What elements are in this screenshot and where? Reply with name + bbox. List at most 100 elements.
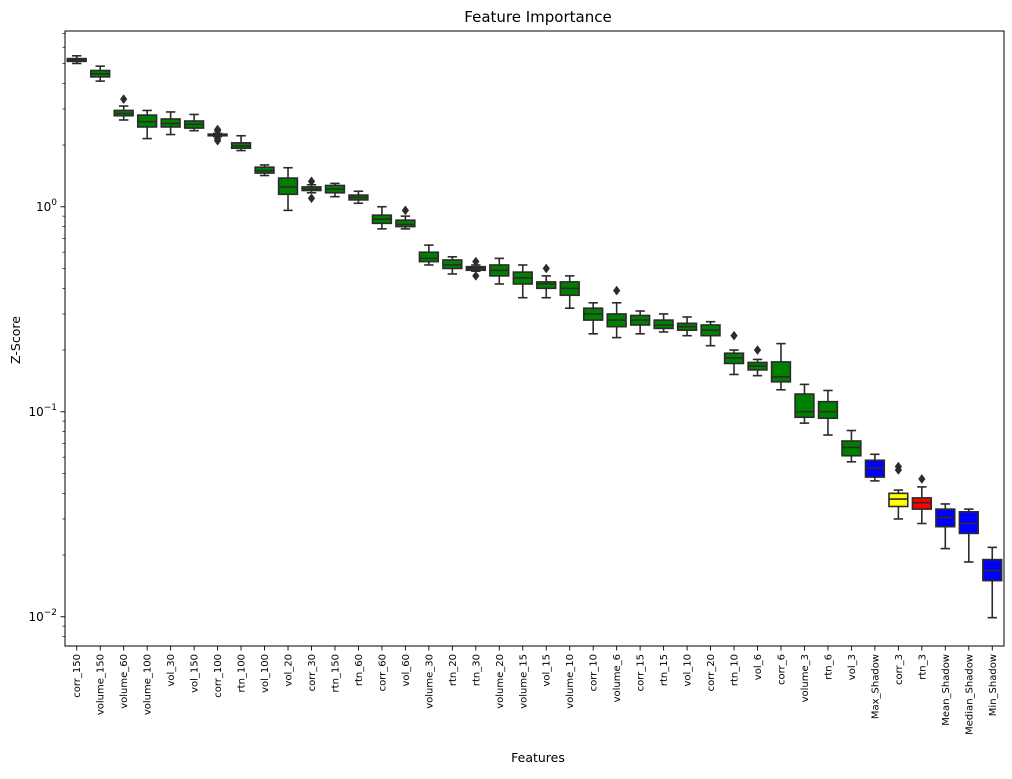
box-vol_15 [536,263,557,299]
box-volume_15 [512,264,533,299]
plot-frame [64,30,1005,647]
y-tick-label: 100 [36,198,57,214]
box-corr_6 [770,342,792,391]
y-tick-exponent: −1 [44,403,57,413]
outlier-point [213,124,222,135]
box-body [841,440,862,457]
x-tick-label: vol_60 [401,654,412,687]
box-body [536,281,557,290]
x-axis-label: Features [511,750,565,765]
x-tick-label: volume_10 [565,654,576,709]
outlier-point [213,133,222,144]
box-volume_3 [794,383,815,424]
box-body [770,361,792,383]
x-tick-label: volume_60 [119,654,130,709]
x-tick-label: rtn_100 [237,654,248,692]
x-tick-label: rtn_30 [471,654,482,686]
box-rtn_150 [324,182,346,198]
box-rtn_3 [911,474,933,525]
y-tick-label: 10−1 [28,403,57,419]
x-tick-label: volume_20 [495,654,506,709]
box-corr_60 [371,205,393,230]
x-tick-label: volume_150 [96,654,107,715]
x-tick-label: corr_150 [72,654,83,698]
box-Mean_Shadow [935,503,956,550]
box-corr_30 [301,176,322,204]
x-tick-label: corr_30 [307,654,318,691]
box-rtn_10 [723,330,745,376]
box-rtn_100 [230,134,252,152]
x-tick-label: Min_Shadow [988,654,999,716]
x-tick-label: corr_10 [589,654,600,691]
box-corr_100 [207,124,228,146]
box-vol_100 [254,164,275,177]
box-body [958,511,979,535]
x-tick-label: rtn_6 [823,654,834,680]
x-tick-label: vol_6 [753,654,764,680]
x-tick-label: vol_3 [847,654,858,680]
outlier-point [307,176,316,187]
y-tick-exponent: 0 [51,198,57,208]
box-corr_20 [700,320,721,347]
y-tick-base: 10 [28,610,43,624]
box-rtn_6 [817,389,839,436]
box-vol_20 [277,166,299,212]
x-tick-label: volume_30 [424,654,435,709]
box-body [794,393,815,419]
box-corr_15 [629,310,651,335]
x-tick-label: vol_10 [683,654,694,687]
outlier-point [753,345,762,355]
x-tick-label: corr_15 [636,654,647,691]
outlier-point [918,474,926,484]
box-volume_100 [136,109,158,140]
box-body [888,492,909,508]
x-tick-label: Median_Shadow [964,654,975,735]
box-rtn_15 [653,313,674,333]
x-tick-label: vol_100 [260,654,271,693]
box-body [395,219,416,228]
x-tick-label: rtn_20 [448,654,459,686]
outlier-point [894,461,903,472]
box-vol_10 [676,316,698,337]
box-rtn_60 [348,190,369,205]
box-vol_6 [747,345,768,377]
chart-title: Feature Importance [464,8,611,26]
box-vol_3 [841,429,862,463]
x-tick-label: corr_100 [213,654,224,698]
outlier-point [542,263,550,274]
y-axis-label: Z-Score [8,316,23,364]
x-tick-label: Max_Shadow [870,654,881,719]
box-volume_6 [606,285,627,339]
box-Max_Shadow [864,453,886,482]
outlier-point [120,94,128,105]
box-volume_60 [113,94,134,121]
box-Median_Shadow [958,508,979,563]
y-tick-base: 10 [28,405,43,419]
box-volume_20 [489,257,510,285]
x-tick-label: rtn_10 [730,654,741,686]
y-tick-base: 10 [36,200,51,214]
outlier-point [730,330,738,341]
x-tick-label: corr_6 [776,654,787,685]
x-tick-label: vol_15 [542,654,553,687]
box-body [418,251,440,263]
x-tick-label: corr_3 [894,654,905,685]
outlier-point [401,205,410,216]
y-tick-label: 10−2 [28,608,57,624]
x-tick-label: rtn_60 [354,654,365,686]
x-tick-label: Mean_Shadow [941,654,952,726]
y-tick-exponent: −2 [44,608,57,618]
x-tick-label: volume_6 [612,654,623,702]
x-tick-label: rtn_3 [917,654,928,680]
x-tick-label: volume_100 [143,654,154,715]
x-tick-label: corr_60 [377,654,388,691]
x-tick-label: volume_3 [800,654,811,702]
x-tick-label: rtn_150 [330,654,341,692]
box-vol_30 [160,111,181,136]
box-corr_3 [888,461,909,520]
box-body [817,400,839,420]
outlier-point [472,256,480,267]
